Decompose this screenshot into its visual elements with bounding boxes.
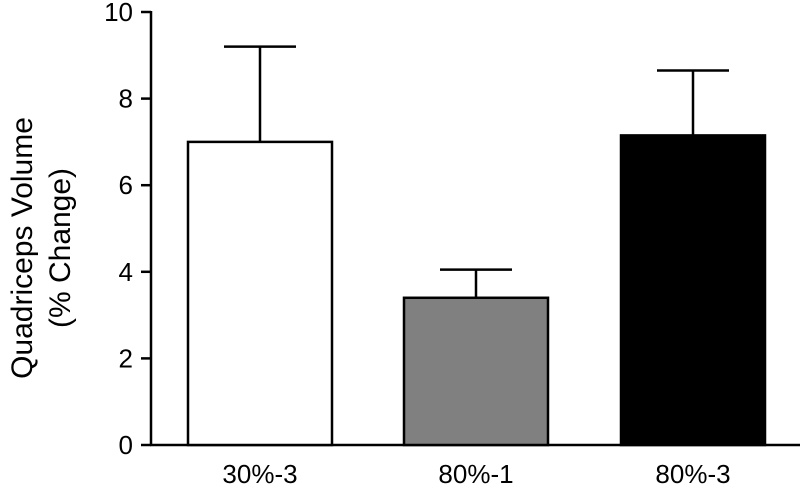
- y-tick-label: 8: [119, 84, 133, 114]
- bar-30%-3: [186, 140, 334, 447]
- bar-80%-3: [619, 134, 767, 447]
- x-category-label: 80%-3: [655, 459, 730, 489]
- y-tick-label: 0: [119, 430, 133, 460]
- y-axis-title: Quadriceps Volume (% Change): [6, 117, 77, 379]
- plot-area: 0 2 4 6 8 10 30%-3 80%-1 80%-3: [104, 0, 800, 489]
- bar-80%-1: [402, 296, 550, 447]
- x-category-label: 80%-1: [438, 459, 513, 489]
- x-category-label: 30%-3: [222, 459, 297, 489]
- y-tick-label: 4: [119, 257, 133, 287]
- y-tick-label: 2: [119, 343, 133, 373]
- y-tick-label: 6: [119, 170, 133, 200]
- y-axis-title-line-2: (% Change): [44, 168, 77, 328]
- y-tick-label: 10: [104, 0, 133, 27]
- y-axis-title-line-1: Quadriceps Volume: [6, 117, 39, 379]
